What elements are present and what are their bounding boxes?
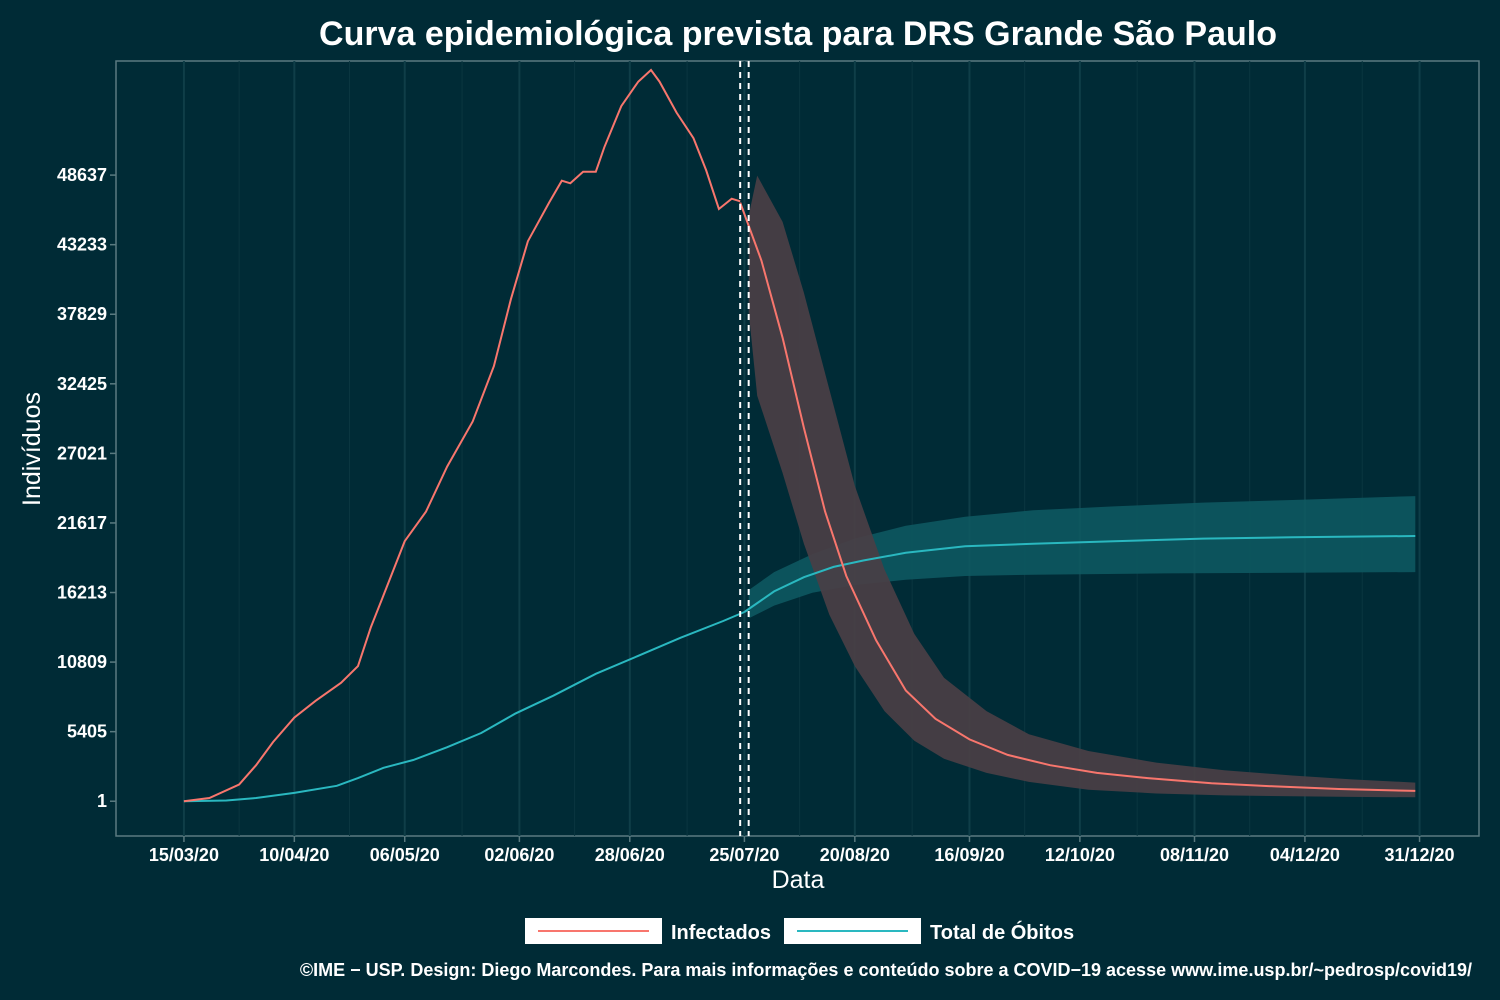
series-line-observed [183, 611, 745, 803]
series-line-observed [183, 68, 741, 803]
y-axis-label: Indivíduos [18, 392, 46, 506]
x-axis-ticks: 15/03/20 10/04/20 06/05/20 02/06/20 28/06/20… [149, 836, 1455, 865]
y-tick-label: 37829 [57, 304, 107, 324]
series-lines [183, 68, 1416, 803]
y-tick-label: 32425 [57, 374, 107, 394]
x-tick-label: 16/09/20 [934, 845, 1004, 865]
x-tick-label: 28/06/20 [595, 845, 665, 865]
x-tick-label: 25/07/20 [709, 845, 779, 865]
confidence-bands [748, 175, 1416, 798]
x-axis-label: Data [772, 866, 825, 894]
x-tick-label: 12/10/20 [1045, 845, 1115, 865]
legend-label-obitos: Total de Óbitos [930, 920, 1074, 944]
x-tick-label: 06/05/20 [370, 845, 440, 865]
x-tick-label: 02/06/20 [484, 845, 554, 865]
y-axis-ticks: 1 5405 10809 16213 21617 27021 32425 37829 43233… [57, 165, 116, 811]
chart-title: Curva epidemiológica prevista para DRS G… [319, 15, 1277, 53]
y-tick-label: 27021 [57, 443, 107, 463]
y-tick-label: 5405 [67, 722, 107, 742]
x-tick-label: 10/04/20 [259, 845, 329, 865]
y-tick-label: 16213 [57, 583, 107, 603]
legend: Infectados Total de Óbitos [525, 918, 1074, 944]
plot-panel [115, 60, 1480, 837]
x-tick-label: 15/03/20 [149, 845, 219, 865]
x-tick-label: 08/11/20 [1160, 845, 1229, 865]
confidence-band [748, 175, 1416, 798]
x-tick-label: 20/08/20 [820, 845, 890, 865]
legend-label-infectados: Infectados [671, 922, 771, 944]
y-tick-label: 1 [97, 791, 107, 811]
y-tick-label: 43233 [57, 235, 107, 255]
series-line-forecast [739, 202, 1416, 792]
confidence-band [748, 496, 1416, 619]
footer-caption: ©IME − USP. Design: Diego Marcondes. Par… [300, 960, 1472, 980]
y-tick-label: 21617 [57, 513, 107, 533]
y-tick-label: 48637 [57, 165, 107, 185]
series-line-forecast [743, 535, 1416, 613]
forecast-start-markers [739, 61, 750, 836]
grid-lines [182, 61, 1421, 836]
x-tick-label: 04/12/20 [1270, 845, 1340, 865]
x-tick-label: 31/12/20 [1385, 845, 1455, 865]
y-tick-label: 10809 [57, 652, 107, 672]
